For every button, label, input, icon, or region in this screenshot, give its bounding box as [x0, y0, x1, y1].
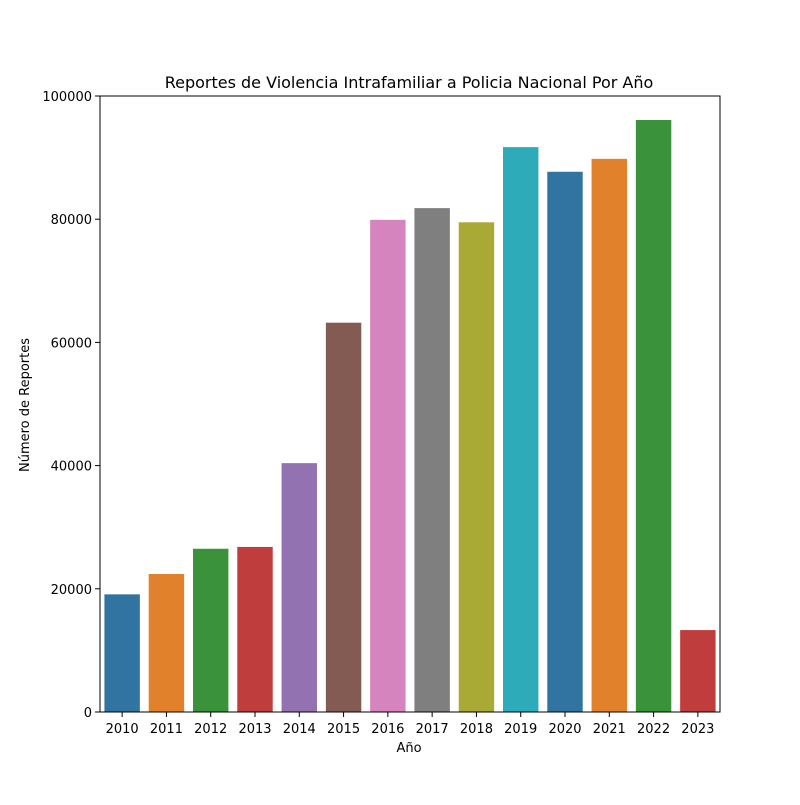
x-tick-label: 2022	[637, 722, 670, 737]
bars-group	[104, 120, 716, 713]
bar-2015	[325, 322, 362, 712]
y-tick-label: 80000	[51, 213, 92, 228]
x-tick-label: 2013	[238, 722, 271, 737]
y-tick-label: 100000	[42, 90, 92, 105]
bar-2023	[680, 630, 716, 712]
x-tick-label: 2019	[504, 722, 537, 737]
bar-2019	[503, 147, 539, 713]
x-tick-label: 2023	[681, 722, 714, 737]
bar-2014	[281, 463, 317, 712]
x-tick-label: 2016	[371, 722, 404, 737]
y-tick-label: 0	[84, 706, 92, 721]
x-tick-label: 2012	[194, 722, 227, 737]
bar-2012	[193, 548, 229, 712]
x-tick-label: 2017	[416, 722, 449, 737]
bar-2011	[148, 574, 185, 712]
bar-2020	[547, 171, 583, 712]
bar-2016	[370, 219, 406, 713]
y-tick-label: 40000	[51, 460, 92, 475]
bar-2017	[414, 208, 450, 712]
y-axis-title: Número de Reportes	[18, 338, 33, 472]
chart-title: Reportes de Violencia Intrafamiliar a Po…	[165, 73, 654, 92]
x-axis-title: Año	[396, 741, 421, 756]
x-tick-label: 2011	[150, 722, 183, 737]
x-tick-label: 2020	[548, 722, 581, 737]
x-tick-label: 2014	[283, 722, 316, 737]
y-tick-label: 20000	[51, 583, 92, 598]
bar-2018	[458, 222, 495, 712]
bar-2021	[591, 158, 627, 712]
bar-2022	[635, 120, 672, 713]
x-tick-label: 2021	[593, 722, 626, 737]
x-tick-label: 2018	[460, 722, 493, 737]
bar-2013	[237, 546, 273, 712]
bar-2010	[104, 594, 140, 712]
plot-frame	[99, 95, 721, 713]
y-axis-ticks: 0 20000 40000 60000 80000 100000	[42, 90, 100, 721]
x-axis-ticks: 2010 2011 2012 2013 2014 2015 2016 2017 2018 2019…	[106, 712, 714, 737]
x-tick-label: 2010	[106, 722, 139, 737]
x-tick-label: 2015	[327, 722, 360, 737]
y-tick-label: 60000	[51, 336, 92, 351]
